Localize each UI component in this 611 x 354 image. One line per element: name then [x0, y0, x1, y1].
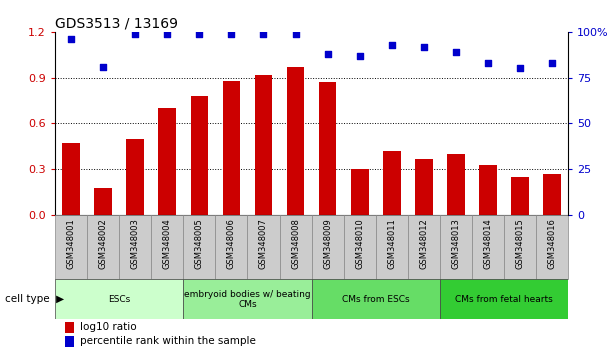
Bar — [543, 174, 561, 215]
Text: ESCs: ESCs — [108, 295, 130, 304]
Text: percentile rank within the sample: percentile rank within the sample — [79, 336, 255, 346]
Text: GSM348001: GSM348001 — [67, 218, 76, 269]
Text: GSM348006: GSM348006 — [227, 218, 236, 269]
Text: GSM348008: GSM348008 — [291, 218, 300, 269]
Point — [387, 42, 397, 47]
Text: log10 ratio: log10 ratio — [79, 322, 136, 332]
Text: GSM348003: GSM348003 — [131, 218, 140, 269]
Bar — [415, 159, 433, 215]
Bar — [94, 188, 112, 215]
Bar — [191, 96, 208, 215]
Bar — [87, 215, 119, 279]
Point — [419, 44, 429, 49]
Text: CMs from ESCs: CMs from ESCs — [342, 295, 409, 304]
Bar — [152, 215, 183, 279]
Text: GSM348007: GSM348007 — [259, 218, 268, 269]
Bar — [536, 215, 568, 279]
Text: GSM348016: GSM348016 — [547, 218, 557, 269]
Text: GSM348005: GSM348005 — [195, 218, 204, 269]
Bar — [343, 215, 376, 279]
Text: GSM348015: GSM348015 — [516, 218, 525, 269]
Text: GSM348014: GSM348014 — [483, 218, 492, 269]
Text: GSM348009: GSM348009 — [323, 218, 332, 269]
Point — [258, 31, 268, 36]
Bar — [119, 215, 152, 279]
Point — [163, 31, 172, 36]
Point — [355, 53, 365, 58]
Bar — [62, 143, 80, 215]
Point — [323, 51, 332, 57]
Text: GSM348013: GSM348013 — [452, 218, 461, 269]
Bar — [447, 154, 465, 215]
Point — [98, 64, 108, 69]
Text: cell type  ▶: cell type ▶ — [5, 294, 64, 304]
Bar — [287, 67, 304, 215]
Bar — [126, 139, 144, 215]
Text: GSM348011: GSM348011 — [387, 218, 397, 269]
Text: embryoid bodies w/ beating
CMs: embryoid bodies w/ beating CMs — [184, 290, 311, 309]
Bar — [55, 215, 87, 279]
Point — [291, 31, 301, 36]
Point — [547, 60, 557, 66]
Bar — [280, 215, 312, 279]
Bar — [408, 215, 440, 279]
Bar — [65, 336, 75, 347]
Text: GSM348002: GSM348002 — [98, 218, 108, 269]
Bar — [183, 279, 312, 319]
Text: GDS3513 / 13169: GDS3513 / 13169 — [55, 17, 178, 31]
Bar — [479, 165, 497, 215]
Bar — [216, 215, 247, 279]
Bar — [222, 81, 240, 215]
Bar — [183, 215, 216, 279]
Bar — [55, 279, 183, 319]
Bar — [65, 322, 75, 333]
Bar — [247, 215, 280, 279]
Bar — [511, 177, 529, 215]
Text: CMs from fetal hearts: CMs from fetal hearts — [455, 295, 553, 304]
Bar — [472, 215, 504, 279]
Point — [194, 31, 204, 36]
Text: GSM348010: GSM348010 — [355, 218, 364, 269]
Bar — [158, 108, 176, 215]
Point — [515, 65, 525, 71]
Bar — [376, 215, 408, 279]
Bar — [383, 151, 401, 215]
Bar — [351, 169, 368, 215]
Point — [483, 60, 493, 66]
Bar — [440, 279, 568, 319]
Point — [451, 49, 461, 55]
Bar — [319, 82, 337, 215]
Bar — [440, 215, 472, 279]
Text: GSM348012: GSM348012 — [419, 218, 428, 269]
Point — [227, 31, 236, 36]
Point — [66, 36, 76, 42]
Text: GSM348004: GSM348004 — [163, 218, 172, 269]
Bar — [255, 75, 273, 215]
Bar — [504, 215, 536, 279]
Point — [130, 31, 140, 36]
Bar — [312, 215, 343, 279]
Bar — [312, 279, 440, 319]
